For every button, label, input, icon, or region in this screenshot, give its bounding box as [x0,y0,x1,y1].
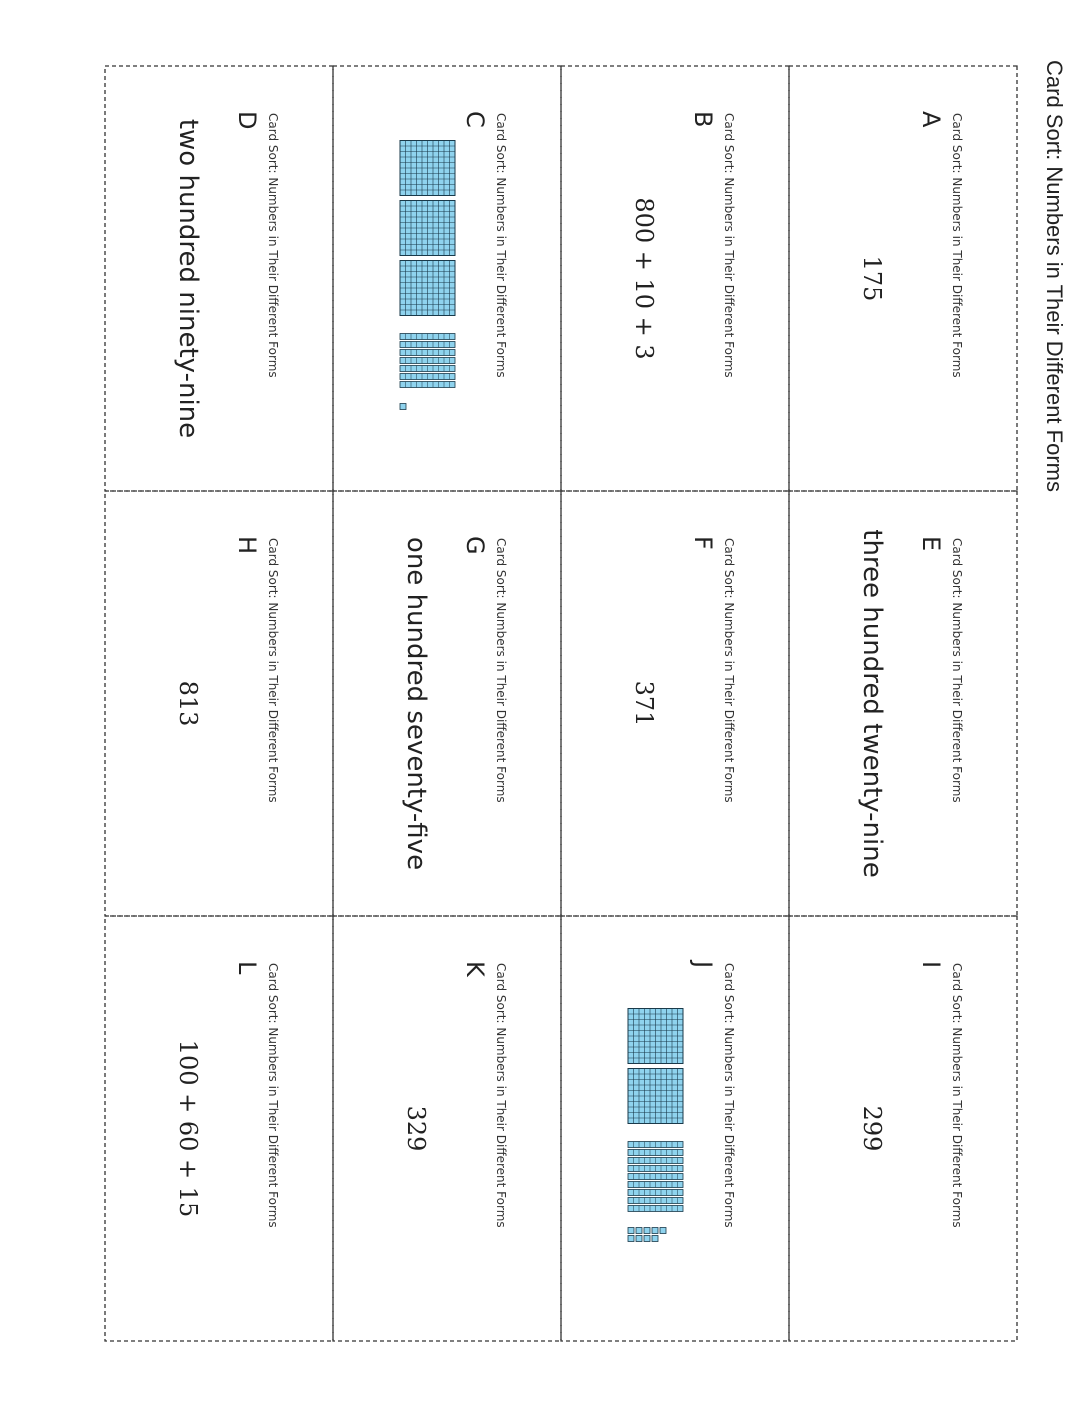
ten-rod [627,1197,684,1204]
card-letter: B [689,111,717,127]
card-value: 813 [174,681,202,727]
ten-rod [399,357,456,364]
card-value: 800 + 10 + 3 [630,197,658,359]
one-cube [627,1235,635,1242]
ten-rod [399,373,456,380]
one-cube [635,1227,643,1234]
card-caption: Card Sort: Numbers in Their Different Fo… [950,538,964,803]
card-value: 175 [858,256,886,302]
hundred-flat [627,1008,684,1064]
hundred-flat [399,140,456,196]
ten-rod [627,1173,684,1180]
ten-rod [627,1141,684,1148]
card-letter: C [461,111,489,128]
card-caption: Card Sort: Numbers in Their Different Fo… [266,113,280,378]
ten-rod [399,333,456,340]
card-letter: G [461,536,489,555]
card-letter: I [917,961,945,968]
card-letter: H [233,536,261,554]
page-title: Card Sort: Numbers in Their Different Fo… [1042,60,1067,492]
card-letter: E [917,536,945,551]
card-caption: Card Sort: Numbers in Their Different Fo… [722,963,736,1228]
ten-rod [627,1189,684,1196]
card-border [788,915,1018,1342]
card-caption: Card Sort: Numbers in Their Different Fo… [266,963,280,1228]
card-value: 100 + 60 + 15 [174,1040,202,1218]
ten-rod [399,341,456,348]
card-caption: Card Sort: Numbers in Their Different Fo… [722,113,736,378]
card-border [560,915,790,1342]
ten-rod [627,1181,684,1188]
card-caption: Card Sort: Numbers in Their Different Fo… [266,538,280,803]
one-cube [399,403,407,410]
card-value: three hundred twenty-nine [857,529,887,878]
card-value: 371 [630,681,658,727]
ten-rod [399,365,456,372]
ten-rod [399,381,456,388]
one-cube [643,1235,651,1242]
card-value: 329 [402,1106,430,1152]
one-cube [651,1235,659,1242]
card-value: one hundred seventy-five [401,537,431,870]
card-letter: F [689,536,717,550]
hundred-flat [627,1068,684,1124]
hundred-flat [399,260,456,316]
card-caption: Card Sort: Numbers in Their Different Fo… [722,538,736,803]
one-cube [643,1227,651,1234]
ten-rod [627,1157,684,1164]
card-caption: Card Sort: Numbers in Their Different Fo… [494,538,508,803]
card-caption: Card Sort: Numbers in Their Different Fo… [950,963,964,1228]
ten-rod [399,349,456,356]
ten-rod [627,1165,684,1172]
ten-rod [627,1205,684,1212]
card-letter: L [233,961,261,975]
card-value: 299 [858,1106,886,1152]
hundred-flat [399,200,456,256]
one-cube [651,1227,659,1234]
card-caption: Card Sort: Numbers in Their Different Fo… [950,113,964,378]
one-cube [635,1235,643,1242]
card-border [104,915,334,1342]
ten-rod [627,1149,684,1156]
one-cube [659,1227,667,1234]
one-cube [627,1227,635,1234]
card-caption: Card Sort: Numbers in Their Different Fo… [494,113,508,378]
rotated-sheet: Card Sort: Numbers in Their Different Fo… [104,60,1067,1342]
card-caption: Card Sort: Numbers in Their Different Fo… [494,963,508,1228]
card-letter: A [917,111,945,128]
card-letter: D [233,111,261,129]
card-border [332,915,562,1342]
card-value: two hundred ninety-nine [173,119,203,438]
card-letter: K [461,961,489,978]
card-letter: J [689,959,717,968]
